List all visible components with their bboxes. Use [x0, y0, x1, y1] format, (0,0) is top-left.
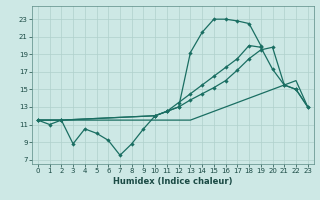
X-axis label: Humidex (Indice chaleur): Humidex (Indice chaleur): [113, 177, 233, 186]
